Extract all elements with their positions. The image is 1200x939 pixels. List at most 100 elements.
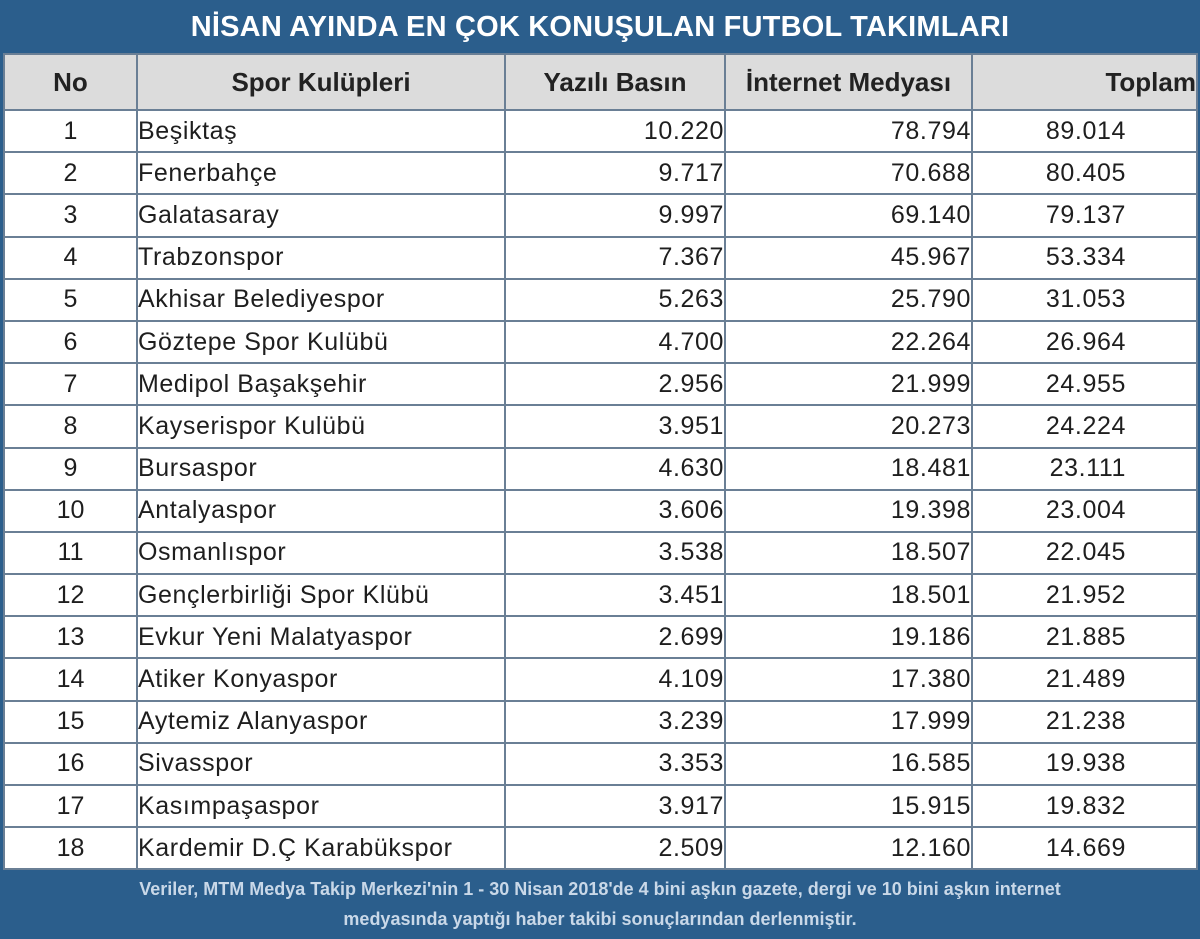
- cell-total: 19.832: [971, 783, 1198, 829]
- cell-total: 22.045: [971, 530, 1198, 576]
- cell-club-name: Medipol Başakşehir: [136, 362, 506, 407]
- cell-print-media: 2.509: [504, 826, 726, 871]
- cell-rank: 10: [3, 488, 138, 533]
- cell-internet-media: 78.794: [724, 108, 973, 154]
- table-row: 14 Atiker Konyaspor 4.109 17.380 21.489: [3, 657, 1198, 702]
- cell-internet-media: 69.140: [724, 193, 973, 238]
- cell-print-media: 4.630: [504, 446, 726, 491]
- cell-internet-media: 16.585: [724, 741, 973, 787]
- cell-internet-media: 19.398: [724, 488, 973, 533]
- cell-print-media: 3.538: [504, 530, 726, 576]
- cell-total: 26.964: [971, 319, 1198, 365]
- cell-total: 31.053: [971, 277, 1198, 322]
- cell-club-name: Bursaspor: [136, 446, 506, 491]
- cell-club-name: Göztepe Spor Kulübü: [136, 319, 506, 365]
- table-row: 8 Kayserispor Kulübü 3.951 20.273 24.224: [3, 404, 1198, 449]
- cell-print-media: 2.699: [504, 615, 726, 660]
- cell-club-name: Antalyaspor: [136, 488, 506, 533]
- cell-club-name: Osmanlıspor: [136, 530, 506, 576]
- table-header-row: No Spor Kulüpleri Yazılı Basın İnternet …: [3, 53, 1198, 111]
- cell-print-media: 9.997: [504, 193, 726, 238]
- cell-rank: 8: [3, 404, 138, 449]
- cell-rank: 6: [3, 319, 138, 365]
- cell-rank: 18: [3, 826, 138, 871]
- cell-club-name: Aytemiz Alanyaspor: [136, 699, 506, 744]
- table-row: 11 Osmanlıspor 3.538 18.507 22.045: [3, 530, 1198, 576]
- cell-internet-media: 12.160: [724, 826, 973, 871]
- cell-internet-media: 15.915: [724, 783, 973, 829]
- cell-total: 19.938: [971, 741, 1198, 787]
- column-header-no: No: [3, 53, 138, 111]
- cell-club-name: Galatasaray: [136, 193, 506, 238]
- table-row: 4 Trabzonspor 7.367 45.967 53.334: [3, 235, 1198, 280]
- cell-club-name: Kardemir D.Ç Karabükspor: [136, 826, 506, 871]
- cell-print-media: 5.263: [504, 277, 726, 322]
- cell-club-name: Trabzonspor: [136, 235, 506, 280]
- cell-total: 24.955: [971, 362, 1198, 407]
- table-row: 12 Gençlerbirliği Spor Klübü 3.451 18.501 21…: [3, 573, 1198, 618]
- cell-club-name: Beşiktaş: [136, 108, 506, 154]
- table-row: 13 Evkur Yeni Malatyaspor 2.699 19.186 21.88…: [3, 615, 1198, 660]
- cell-total: 80.405: [971, 151, 1198, 196]
- cell-internet-media: 22.264: [724, 319, 973, 365]
- cell-internet-media: 19.186: [724, 615, 973, 660]
- cell-total: 24.224: [971, 404, 1198, 449]
- table-row: 9 Bursaspor 4.630 18.481 23.111: [3, 446, 1198, 491]
- cell-rank: 7: [3, 362, 138, 407]
- cell-print-media: 10.220: [504, 108, 726, 154]
- table-title: NİSAN AYINDA EN ÇOK KONUŞULAN FUTBOL TAK…: [190, 10, 1010, 43]
- cell-rank: 2: [3, 151, 138, 196]
- source-note: Veriler, MTM Medya Takip Merkezi'nin 1 -…: [0, 870, 1200, 939]
- cell-total: 21.489: [971, 657, 1198, 702]
- table-row: 5 Akhisar Belediyespor 5.263 25.790 31.053: [3, 277, 1198, 322]
- table-row: 16 Sivasspor 3.353 16.585 19.938: [3, 741, 1198, 787]
- cell-club-name: Sivasspor: [136, 741, 506, 787]
- cell-internet-media: 18.507: [724, 530, 973, 576]
- cell-internet-media: 20.273: [724, 404, 973, 449]
- cell-print-media: 3.917: [504, 783, 726, 829]
- cell-total: 23.004: [971, 488, 1198, 533]
- cell-print-media: 3.353: [504, 741, 726, 787]
- table-row: 3 Galatasaray 9.997 69.140 79.137: [3, 193, 1198, 238]
- cell-total: 53.334: [971, 235, 1198, 280]
- table-row: 6 Göztepe Spor Kulübü 4.700 22.264 26.964: [3, 319, 1198, 365]
- cell-total: 89.014: [971, 108, 1198, 154]
- cell-club-name: Fenerbahçe: [136, 151, 506, 196]
- cell-internet-media: 21.999: [724, 362, 973, 407]
- table-row: 18 Kardemir D.Ç Karabükspor 2.509 12.160 14.…: [3, 826, 1198, 871]
- cell-internet-media: 70.688: [724, 151, 973, 196]
- ranking-table: No Spor Kulüpleri Yazılı Basın İnternet …: [3, 53, 1198, 871]
- column-header-club: Spor Kulüpleri: [136, 53, 506, 111]
- cell-total: 21.238: [971, 699, 1198, 744]
- column-header-print-media: Yazılı Basın: [504, 53, 726, 111]
- table-row: 7 Medipol Başakşehir 2.956 21.999 24.955: [3, 362, 1198, 407]
- cell-rank: 3: [3, 193, 138, 238]
- cell-internet-media: 45.967: [724, 235, 973, 280]
- cell-internet-media: 18.501: [724, 573, 973, 618]
- table-row: 15 Aytemiz Alanyaspor 3.239 17.999 21.238: [3, 699, 1198, 744]
- cell-internet-media: 17.999: [724, 699, 973, 744]
- column-header-internet-media: İnternet Medyası: [724, 53, 973, 111]
- cell-club-name: Kasımpaşaspor: [136, 783, 506, 829]
- cell-rank: 17: [3, 783, 138, 829]
- cell-print-media: 3.951: [504, 404, 726, 449]
- table-row: 2 Fenerbahçe 9.717 70.688 80.405: [3, 151, 1198, 196]
- cell-rank: 11: [3, 530, 138, 576]
- cell-club-name: Evkur Yeni Malatyaspor: [136, 615, 506, 660]
- cell-total: 21.952: [971, 573, 1198, 618]
- cell-print-media: 9.717: [504, 151, 726, 196]
- cell-total: 21.885: [971, 615, 1198, 660]
- cell-club-name: Akhisar Belediyespor: [136, 277, 506, 322]
- cell-total: 23.111: [971, 446, 1198, 491]
- cell-internet-media: 18.481: [724, 446, 973, 491]
- cell-club-name: Kayserispor Kulübü: [136, 404, 506, 449]
- table-body: 1 Beşiktaş 10.220 78.794 89.014 2 Fenerbahçe 9.…: [3, 108, 1198, 871]
- cell-rank: 15: [3, 699, 138, 744]
- source-note-line-1: Veriler, MTM Medya Takip Merkezi'nin 1 -…: [139, 879, 1061, 899]
- cell-rank: 5: [3, 277, 138, 322]
- cell-print-media: 3.239: [504, 699, 726, 744]
- cell-rank: 16: [3, 741, 138, 787]
- cell-rank: 14: [3, 657, 138, 702]
- cell-print-media: 4.700: [504, 319, 726, 365]
